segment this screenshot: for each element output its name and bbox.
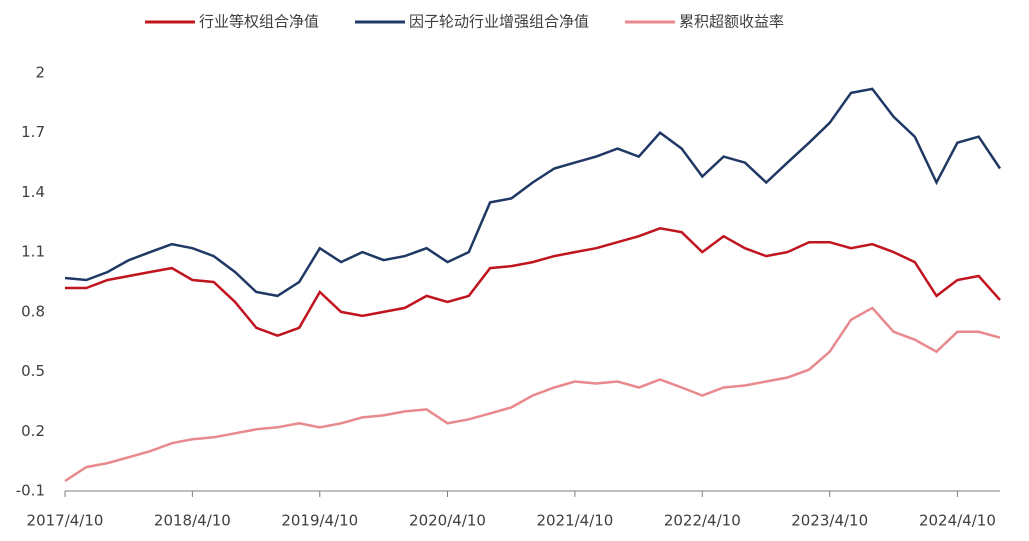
series-line: [64, 87, 1002, 298]
y-tick-label: 1.1: [21, 243, 45, 261]
y-tick-label: 0.8: [21, 302, 45, 320]
x-tick-label: 2022/4/10: [664, 512, 741, 530]
legend-label: 行业等权组合净值: [199, 13, 319, 31]
y-tick-label: -0.1: [16, 482, 45, 500]
x-tick-label: 2021/4/10: [536, 512, 613, 530]
series-line: [64, 306, 1001, 483]
y-tick-label: 1.7: [21, 123, 45, 141]
y-tick-label: 0.2: [21, 422, 45, 440]
x-tick-label: 2019/4/10: [281, 512, 358, 530]
x-tick-label: 2017/4/10: [27, 512, 104, 530]
legend-label: 累积超额收益率: [679, 13, 784, 31]
y-tick-label: 1.4: [21, 183, 45, 201]
x-tick-label: 2023/4/10: [791, 512, 868, 530]
x-tick-label: 2024/4/10: [919, 512, 996, 530]
x-tick-label: 2018/4/10: [154, 512, 231, 530]
series-line: [65, 227, 1001, 338]
y-tick-label: 2: [35, 64, 45, 82]
x-tick-label: 2020/4/10: [409, 512, 486, 530]
legend-label: 因子轮动行业增强组合净值: [409, 13, 589, 31]
y-tick-label: 0.5: [21, 362, 45, 380]
